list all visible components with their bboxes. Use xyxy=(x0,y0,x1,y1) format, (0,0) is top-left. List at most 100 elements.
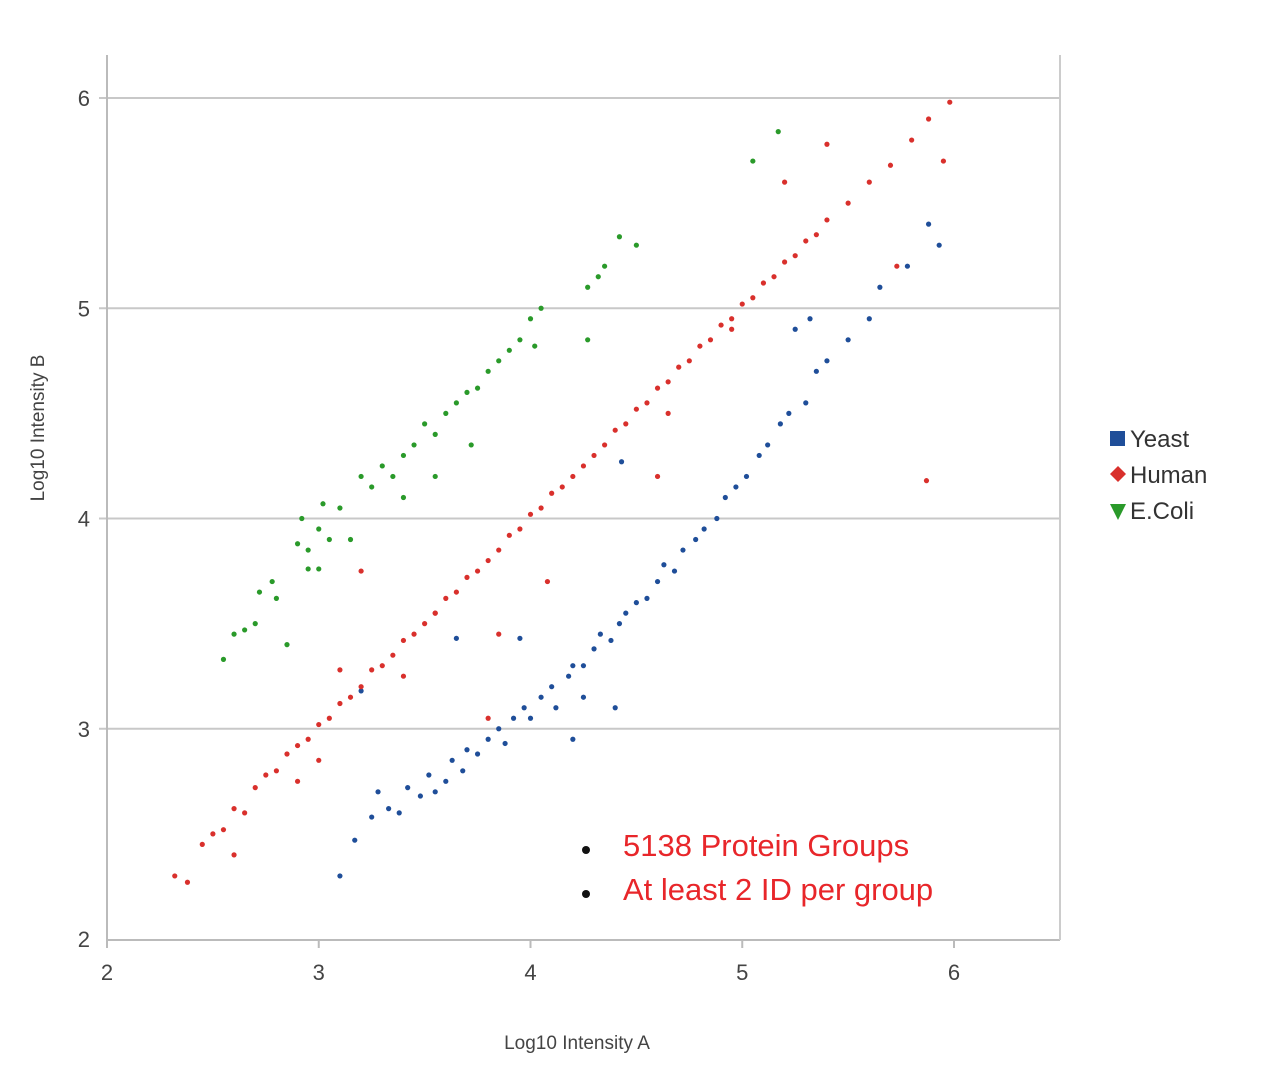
point-human xyxy=(739,301,745,307)
point-human xyxy=(496,631,502,637)
point-yeast xyxy=(661,562,667,568)
point-ecoli xyxy=(379,463,385,469)
point-yeast xyxy=(417,793,423,799)
point-human xyxy=(947,99,953,105)
legend-human-label: Human xyxy=(1130,462,1207,489)
point-yeast xyxy=(464,747,470,753)
point-yeast xyxy=(786,410,792,416)
y-tick-label: 3 xyxy=(78,717,90,742)
point-human xyxy=(210,831,216,837)
point-human xyxy=(813,232,819,238)
point-ecoli xyxy=(320,501,326,507)
point-human xyxy=(570,473,576,480)
point-ecoli xyxy=(464,389,470,395)
point-ecoli xyxy=(400,452,407,459)
point-human xyxy=(845,200,851,206)
point-human xyxy=(337,700,343,707)
point-yeast xyxy=(369,814,375,820)
y-tick-label: 4 xyxy=(78,507,90,532)
point-yeast xyxy=(743,473,750,480)
point-ecoli xyxy=(269,578,275,585)
point-human xyxy=(273,768,279,774)
point-yeast xyxy=(616,621,623,627)
point-yeast xyxy=(633,600,639,606)
point-human xyxy=(665,410,671,416)
x-tick-label: 4 xyxy=(524,960,536,985)
point-ecoli xyxy=(347,536,354,543)
point-human xyxy=(358,568,364,574)
point-human xyxy=(824,141,830,147)
point-human xyxy=(665,379,671,385)
point-ecoli xyxy=(299,515,305,522)
point-ecoli xyxy=(390,473,396,480)
point-human xyxy=(464,574,470,580)
point-human xyxy=(909,137,915,143)
point-human xyxy=(252,785,258,791)
point-human xyxy=(379,663,385,669)
point-yeast xyxy=(623,610,629,616)
point-ecoli xyxy=(532,343,538,349)
point-ecoli xyxy=(750,158,756,164)
point-ecoli xyxy=(242,627,248,633)
point-human xyxy=(316,721,322,728)
point-yeast xyxy=(936,242,942,248)
legend-yeast-label: Yeast xyxy=(1130,426,1190,453)
point-ecoli xyxy=(284,642,290,648)
point-human xyxy=(580,463,587,469)
x-tick-label: 6 xyxy=(948,960,960,985)
point-ecoli xyxy=(432,431,438,437)
point-human xyxy=(422,621,428,627)
point-ecoli xyxy=(474,385,481,391)
point-human xyxy=(697,343,703,349)
point-yeast xyxy=(803,400,809,406)
point-yeast xyxy=(612,705,618,711)
point-yeast xyxy=(549,684,555,690)
point-yeast xyxy=(618,459,625,465)
point-yeast xyxy=(866,316,872,322)
point-yeast xyxy=(527,715,534,721)
y-tick-label: 5 xyxy=(78,296,90,321)
point-human xyxy=(729,316,735,322)
gridlines xyxy=(99,97,1060,730)
point-human xyxy=(184,879,191,885)
point-ecoli xyxy=(616,234,623,240)
point-human xyxy=(231,806,237,812)
point-human xyxy=(172,873,178,879)
y-axis-label: Log10 Intensity B xyxy=(28,355,49,502)
point-yeast xyxy=(765,442,771,448)
point-human xyxy=(347,694,354,700)
bullet-icon xyxy=(582,890,590,898)
point-yeast xyxy=(693,536,699,543)
point-human xyxy=(771,274,777,280)
point-ecoli xyxy=(220,656,227,662)
point-human xyxy=(199,841,205,847)
point-ecoli xyxy=(316,526,322,532)
point-yeast xyxy=(352,837,358,843)
point-human xyxy=(750,295,756,301)
point-ecoli xyxy=(585,337,591,343)
tick-labels: 2 3 4 5 6 2 3 4 5 6 xyxy=(78,86,960,985)
point-yeast xyxy=(426,772,432,778)
legend-yeast-marker xyxy=(1110,431,1125,446)
point-human xyxy=(718,322,724,328)
point-human xyxy=(411,631,417,637)
legend-ecoli-label: E.Coli xyxy=(1130,498,1194,525)
y-tick-label: 6 xyxy=(78,86,90,111)
point-yeast xyxy=(517,635,523,641)
point-ecoli xyxy=(294,541,301,547)
point-human xyxy=(887,162,894,168)
point-ecoli xyxy=(411,442,417,448)
point-yeast xyxy=(807,316,813,322)
point-human xyxy=(559,484,565,490)
point-human xyxy=(782,179,788,185)
point-yeast xyxy=(405,785,411,791)
point-yeast xyxy=(877,284,883,290)
point-yeast xyxy=(566,673,572,679)
point-human xyxy=(544,578,551,585)
point-ecoli xyxy=(305,547,311,553)
point-human xyxy=(284,751,290,757)
point-human xyxy=(485,715,491,721)
point-yeast xyxy=(460,768,466,774)
point-yeast xyxy=(510,715,517,721)
